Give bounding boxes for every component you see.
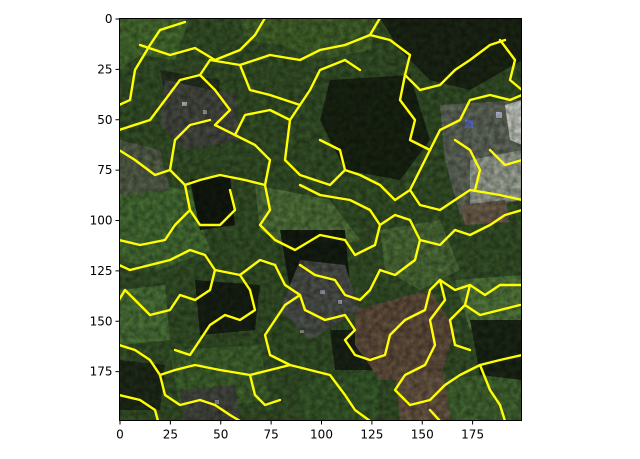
segment-boundary <box>168 118 212 172</box>
x-tick-label: 125 <box>360 428 383 442</box>
segment-boundary <box>233 108 292 187</box>
y-tick-label: 25 <box>97 62 112 76</box>
x-tick-label: 100 <box>310 428 333 442</box>
segment-boundary <box>238 58 362 107</box>
x-tick-label: 25 <box>163 428 178 442</box>
y-tick-label: 175 <box>90 365 113 379</box>
segment-boundary <box>428 363 507 421</box>
y-tick-label: 75 <box>97 163 112 177</box>
segmentation-boundaries <box>119 18 522 421</box>
x-tick-label: 150 <box>411 428 434 442</box>
image-frame <box>119 18 522 421</box>
segment-boundary <box>438 278 522 297</box>
x-tick-label: 75 <box>263 428 278 442</box>
x-tick-label: 175 <box>461 428 484 442</box>
segment-boundary <box>198 18 382 77</box>
segment-boundary <box>393 278 522 407</box>
x-tick-label: 0 <box>116 428 124 442</box>
segment-boundary <box>263 293 302 367</box>
y-axis: 0 25 50 75 100 125 150 175 <box>90 12 120 379</box>
segment-boundary <box>408 148 522 212</box>
y-tick-label: 0 <box>105 12 113 26</box>
segment-boundary <box>398 73 522 152</box>
segment-boundary <box>368 33 507 92</box>
segment-boundary <box>453 138 522 192</box>
x-tick-label: 50 <box>213 428 228 442</box>
y-tick-label: 50 <box>97 113 112 127</box>
y-tick-label: 100 <box>90 214 113 228</box>
segment-boundary <box>273 263 442 362</box>
segment-boundary <box>498 38 522 92</box>
y-tick-label: 125 <box>90 264 113 278</box>
segment-boundary <box>258 183 382 257</box>
segment-boundary <box>158 373 282 421</box>
segment-boundary <box>173 273 257 357</box>
segment-boundary <box>298 238 422 302</box>
segment-boundary <box>448 283 522 352</box>
y-tick-label: 150 <box>90 314 113 328</box>
segment-boundary <box>119 248 277 277</box>
segment-boundary <box>119 183 237 247</box>
segment-boundary <box>343 168 412 202</box>
x-axis: 0 25 50 75 100 125 150 175 <box>116 420 484 442</box>
segment-boundary <box>119 20 187 107</box>
segment-boundary <box>283 103 347 187</box>
segment-boundary <box>119 393 160 421</box>
segment-boundary <box>378 208 522 247</box>
segment-boundary <box>119 268 217 317</box>
